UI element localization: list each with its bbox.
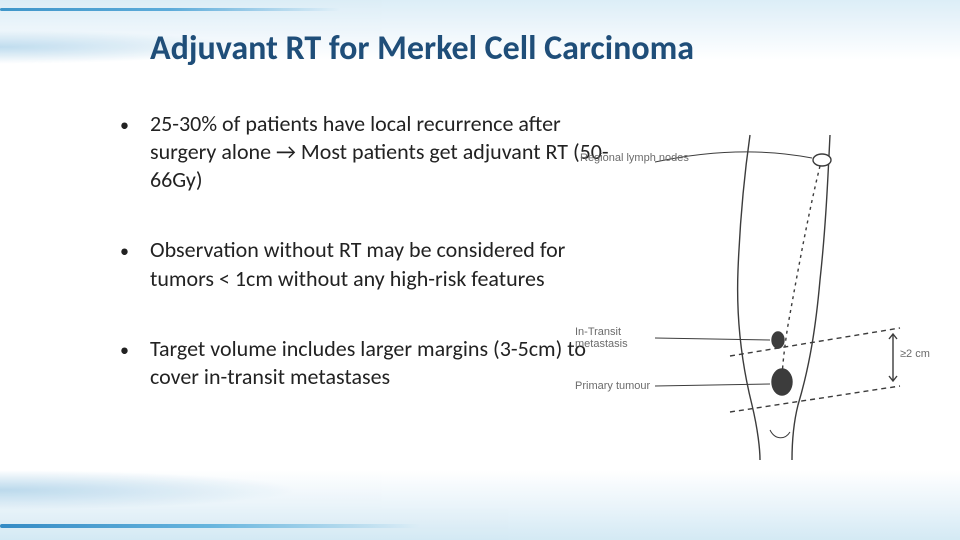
bullet-list: • 25-30% of patients have local recurren… [120, 110, 620, 433]
label-in-transit: In-Transit metastasis [575, 326, 651, 350]
list-item: • Observation without RT may be consider… [120, 236, 620, 292]
leg-diagram-svg [620, 130, 930, 460]
list-item: • Target volume includes larger margins … [120, 335, 620, 391]
bullet-icon: • [120, 236, 150, 263]
bullet-text: Observation without RT may be considered… [150, 236, 620, 292]
bullet-icon: • [120, 110, 150, 137]
label-regional-nodes: Regional lymph nodes [580, 152, 689, 164]
decorative-wave-bottom [0, 470, 960, 540]
bullet-text: Target volume includes larger margins (3… [150, 335, 620, 391]
list-item: • 25-30% of patients have local recurren… [120, 110, 620, 194]
slide: Adjuvant RT for Merkel Cell Carcinoma • … [0, 0, 960, 540]
bullet-text: 25-30% of patients have local recurrence… [150, 110, 620, 194]
label-margin: ≥2 cm [900, 348, 930, 360]
bullet-icon: • [120, 335, 150, 362]
slide-title: Adjuvant RT for Merkel Cell Carcinoma [150, 28, 850, 69]
leg-diagram: Regional lymph nodes In-Transit metastas… [620, 130, 930, 460]
label-primary-tumour: Primary tumour [575, 380, 650, 392]
